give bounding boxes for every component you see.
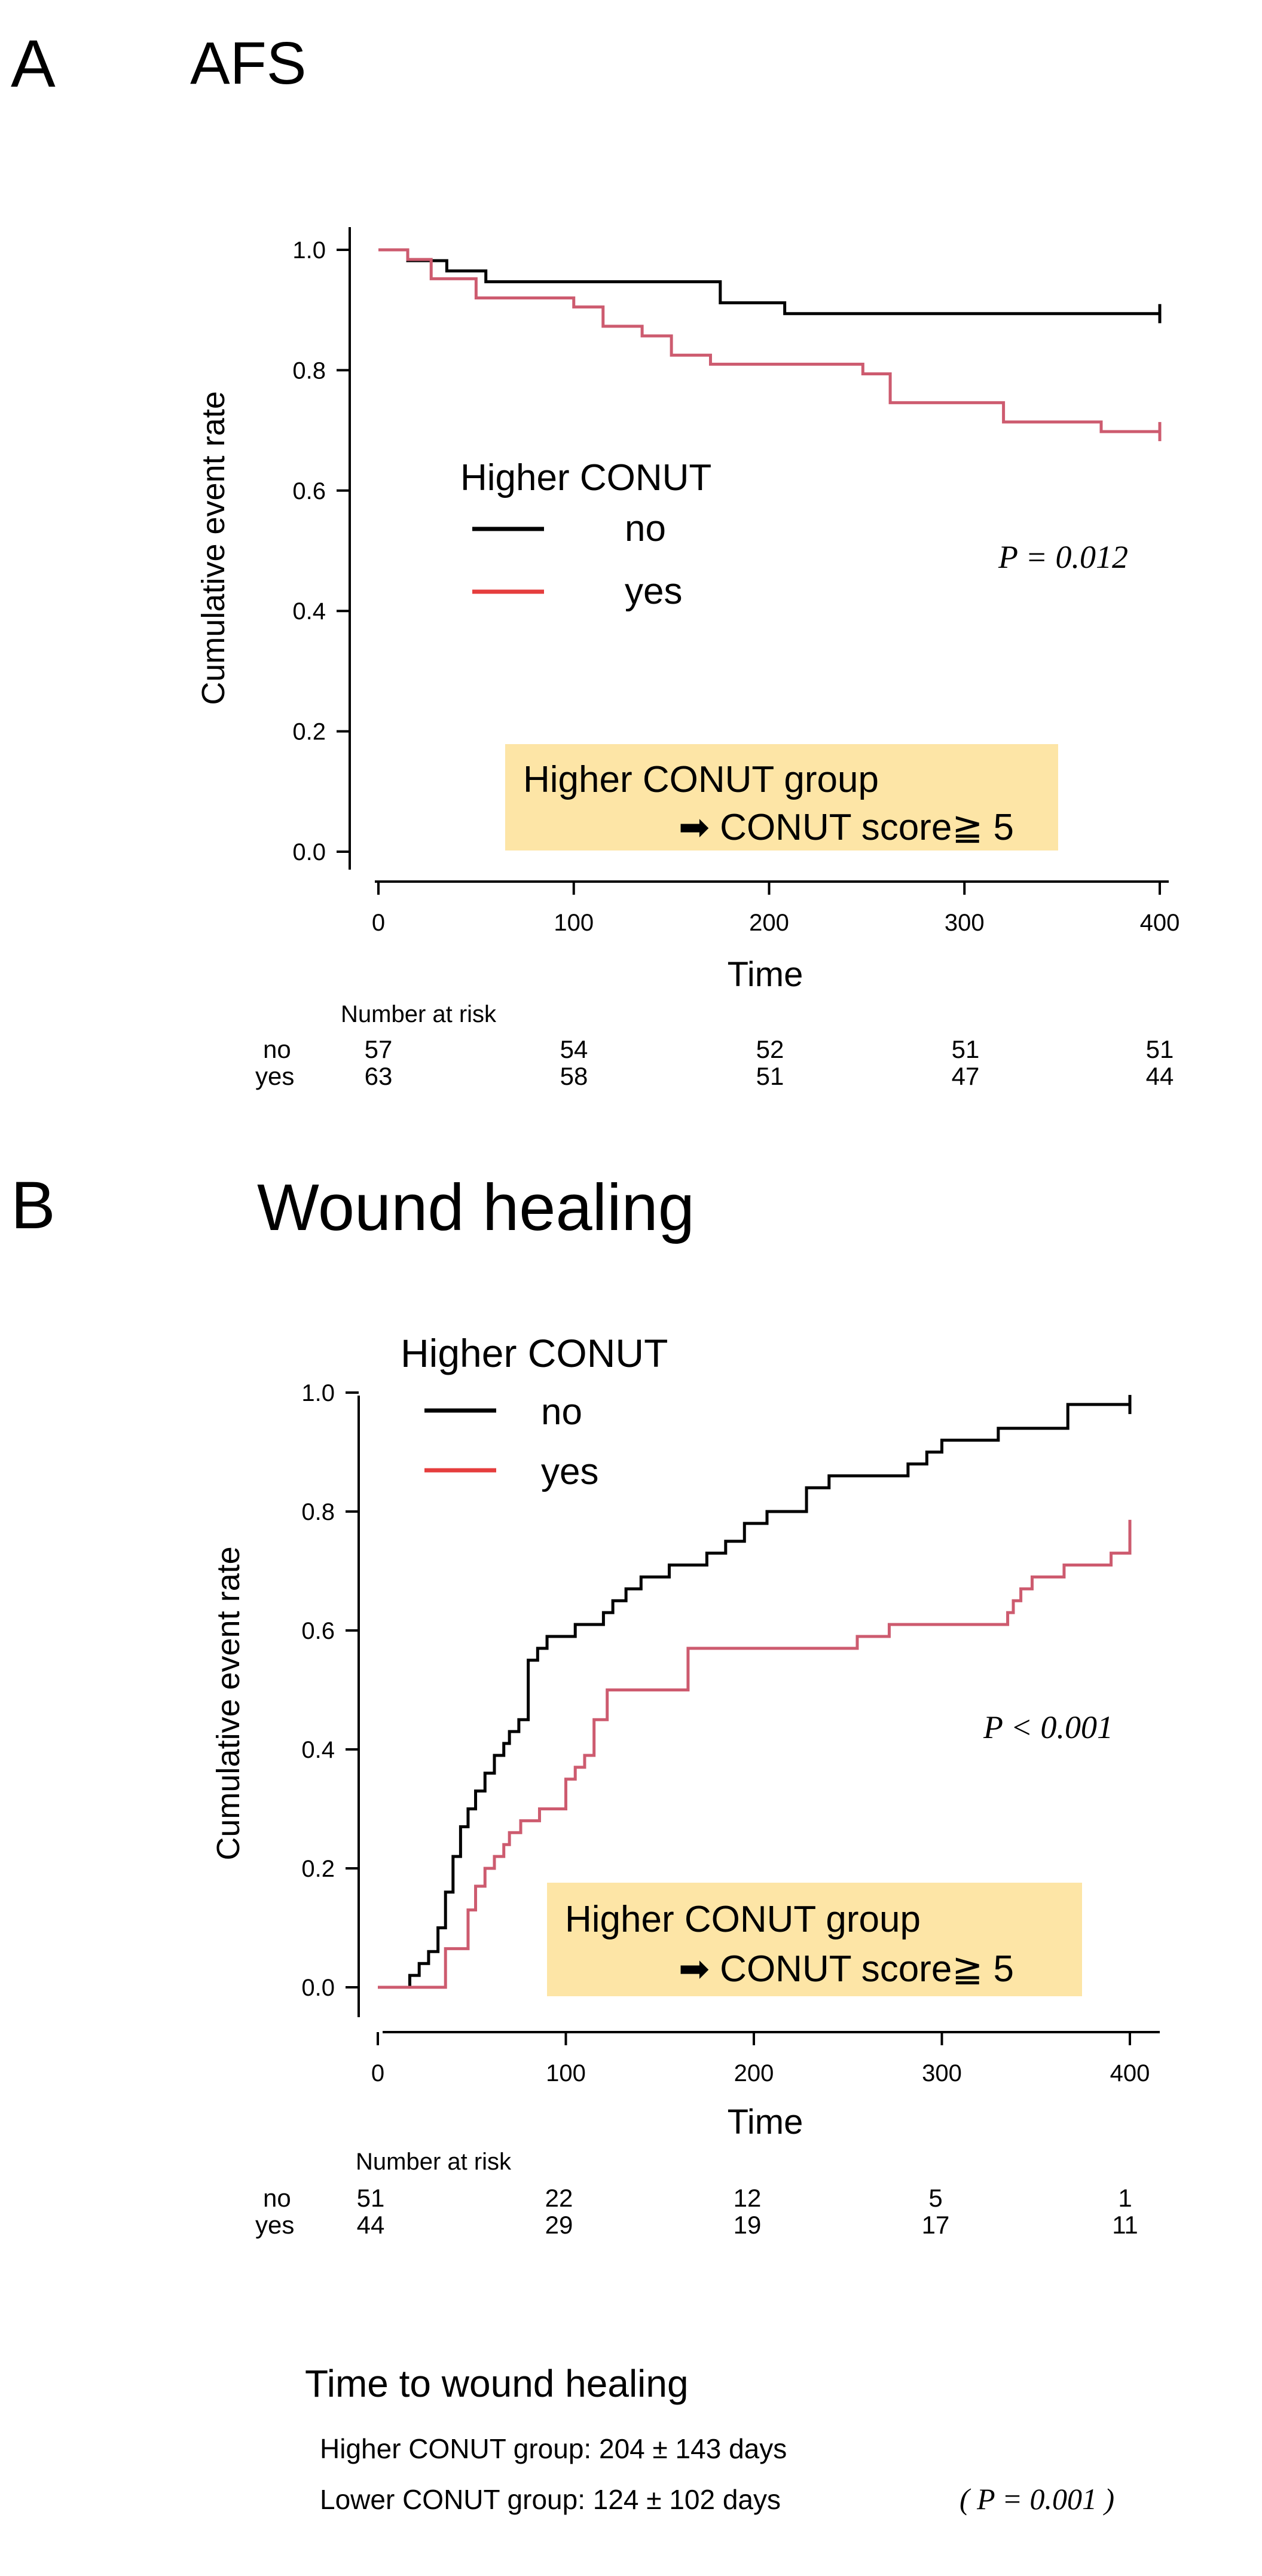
- footer-line-higher: Higher CONUT group: 204 ± 143 days: [320, 2433, 787, 2464]
- axes: [357, 1396, 1160, 2033]
- note-box: Higher CONUT group ➡ CONUT score≧ 5: [505, 744, 1058, 850]
- legend-label-no: no: [625, 508, 666, 549]
- risk-value-yes: 29: [545, 2211, 573, 2239]
- panel-title: AFS: [190, 30, 306, 97]
- footer: Time to wound healing Higher CONUT group…: [305, 2362, 1114, 2516]
- panel-label: A: [11, 26, 56, 101]
- risk-value-no: 1: [1118, 2184, 1132, 2212]
- note-line-1: Higher CONUT group: [523, 759, 879, 800]
- risk-value-yes: 17: [922, 2211, 950, 2239]
- risk-value-no: 52: [756, 1035, 784, 1063]
- risk-value-no: 57: [365, 1035, 393, 1063]
- note-box: Higher CONUT group ➡ CONUT score≧ 5: [547, 1883, 1082, 1996]
- y-tick-label: 0.8: [292, 357, 326, 384]
- x-tick-label: 200: [749, 910, 789, 936]
- p-value: P = 0.012: [998, 539, 1128, 575]
- risk-value-no: 22: [545, 2184, 573, 2212]
- note-box-background: [505, 744, 1058, 850]
- risk-value-yes: 63: [365, 1062, 393, 1090]
- x-axis-label: Time: [728, 955, 803, 994]
- y-tick-label: 0.4: [301, 1737, 335, 1763]
- axes: [349, 227, 1169, 883]
- footer-title: Time to wound healing: [305, 2362, 689, 2405]
- y-ticks: 0.0 0.2 0.4 0.6 0.8 1.0: [301, 1380, 359, 2001]
- risk-value-yes: 51: [756, 1062, 784, 1090]
- y-tick-label: 1.0: [301, 1380, 335, 1406]
- y-tick-label: 1.0: [292, 237, 326, 264]
- y-tick-label: 0.6: [292, 478, 326, 504]
- footer-p-value: ( P = 0.001 ): [960, 2482, 1114, 2516]
- y-tick-label: 0.4: [292, 598, 326, 625]
- risk-value-no: 51: [357, 2184, 385, 2212]
- series-line-yes: [378, 1529, 1132, 1989]
- series-line-yes: [378, 248, 1160, 433]
- note-box-background: [547, 1883, 1082, 1996]
- risk-row-label: yes: [255, 1062, 294, 1090]
- y-tick-label: 0.8: [301, 1499, 335, 1525]
- x-ticks: 0 100 200 300 400: [371, 2032, 1150, 2087]
- x-tick-label: 400: [1110, 2060, 1150, 2087]
- risk-value-yes: 47: [952, 1062, 980, 1090]
- series-line-no: [378, 248, 1160, 316]
- risk-value-no: 5: [928, 2184, 942, 2212]
- footer-line-lower: Lower CONUT group: 124 ± 102 days: [320, 2484, 781, 2515]
- risk-row-label: no: [263, 1035, 291, 1063]
- panel-b: B Wound healing Higher CONUT 0.00.20.40.…: [11, 1168, 1160, 2239]
- p-value: P < 0.001: [983, 1709, 1113, 1745]
- note-line-1: Higher CONUT group: [565, 1899, 921, 1940]
- legend-label-yes: yes: [541, 1451, 598, 1492]
- x-tick-label: 100: [546, 2060, 586, 2087]
- risk-value-yes: 44: [1146, 1062, 1174, 1090]
- risk-value-yes: 19: [734, 2211, 762, 2239]
- y-tick-label: 0.2: [301, 1856, 335, 1882]
- legend-label-no: no: [541, 1391, 582, 1433]
- y-tick-label: 0.2: [292, 719, 326, 745]
- y-tick-label: 0.0: [292, 839, 326, 865]
- legend: Higher CONUT no yes: [460, 457, 711, 612]
- risk-value-no: 54: [560, 1035, 588, 1063]
- x-ticks: 0 100 200 300 400: [372, 882, 1180, 936]
- risk-value-no: 12: [734, 2184, 762, 2212]
- legend-label-yes: yes: [625, 571, 682, 612]
- risk-table-title: Number at risk: [356, 2149, 512, 2175]
- y-tick-label: 0.6: [301, 1618, 335, 1644]
- series-group: [378, 1394, 1132, 1989]
- risk-table: Number at risk no yes 51 22 12 5 144 29 19 17 11: [255, 2149, 1138, 2239]
- note-line-2: ➡ CONUT score≧ 5: [679, 807, 1014, 848]
- series-line-no: [378, 1403, 1130, 1989]
- risk-row-label: yes: [255, 2211, 294, 2239]
- x-tick-label: 0: [372, 910, 385, 936]
- risk-table-title: Number at risk: [341, 1001, 497, 1027]
- panel-a: A AFS 0.0 0.2 0.4 0.6 0.8 1.0 0 100 200 300 400 T…: [11, 26, 1180, 1090]
- y-tick-label: 0.0: [301, 1975, 335, 2001]
- panel-label: B: [11, 1168, 56, 1243]
- risk-value-no: 51: [952, 1035, 980, 1063]
- x-tick-label: 100: [554, 910, 594, 936]
- x-tick-label: 300: [922, 2060, 962, 2087]
- y-axis-label: Cumulative event rate: [195, 391, 231, 705]
- x-tick-label: 0: [371, 2060, 384, 2087]
- legend-title: Higher CONUT: [460, 457, 711, 498]
- x-axis-label: Time: [728, 2103, 803, 2141]
- risk-values: 51 22 12 5 144 29 19 17 11: [357, 2184, 1138, 2239]
- legend-title: Higher CONUT: [401, 1331, 668, 1375]
- legend: no yes: [424, 1391, 598, 1492]
- panel-title: Wound healing: [257, 1171, 695, 1244]
- note-line-2: ➡ CONUT score≧ 5: [679, 1948, 1014, 1990]
- x-tick-label: 300: [945, 910, 985, 936]
- risk-value-no: 51: [1146, 1035, 1174, 1063]
- x-tick-label: 400: [1140, 910, 1180, 936]
- y-ticks: 0.0 0.2 0.4 0.6 0.8 1.0: [292, 237, 350, 865]
- series-group: [378, 248, 1162, 442]
- y-axis-label: Cumulative event rate: [210, 1546, 246, 1860]
- risk-row-label: no: [263, 2184, 291, 2212]
- risk-value-yes: 44: [357, 2211, 385, 2239]
- risk-value-yes: 11: [1112, 2211, 1138, 2239]
- x-tick-label: 200: [734, 2060, 774, 2087]
- risk-value-yes: 58: [560, 1062, 588, 1090]
